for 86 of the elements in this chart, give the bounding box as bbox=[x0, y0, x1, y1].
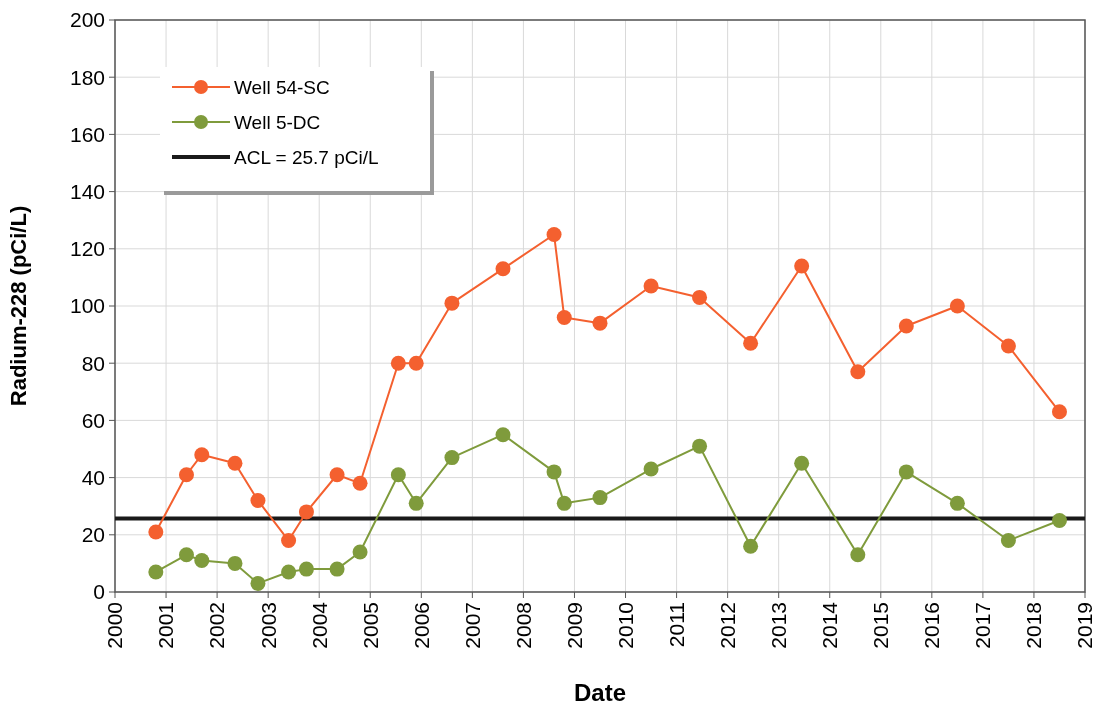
point bbox=[408, 355, 424, 371]
point bbox=[281, 564, 297, 580]
y-axis-title: Radium-228 (pCi/L) bbox=[6, 205, 31, 407]
point bbox=[794, 258, 810, 274]
point bbox=[692, 438, 708, 454]
point bbox=[1000, 533, 1016, 549]
point bbox=[495, 261, 511, 277]
x-tick-label: 2018 bbox=[1022, 602, 1046, 649]
x-tick-label: 2012 bbox=[715, 602, 739, 649]
y-tick-label: 20 bbox=[81, 523, 105, 547]
point bbox=[692, 289, 708, 305]
point bbox=[743, 335, 759, 351]
point bbox=[592, 490, 608, 506]
point bbox=[949, 495, 965, 511]
point bbox=[444, 450, 460, 466]
point bbox=[850, 364, 866, 380]
x-tick-label: 2005 bbox=[358, 602, 382, 649]
y-tick-label: 40 bbox=[81, 465, 105, 489]
point bbox=[592, 315, 608, 331]
point bbox=[250, 492, 266, 508]
x-tick-label: 2019 bbox=[1073, 602, 1097, 649]
point bbox=[949, 298, 965, 314]
point bbox=[298, 561, 314, 577]
y-tick-label: 100 bbox=[69, 294, 105, 318]
point bbox=[178, 547, 194, 563]
x-tick-label: 2016 bbox=[920, 602, 944, 649]
point bbox=[408, 495, 424, 511]
x-tick-label: 2017 bbox=[971, 602, 995, 649]
point bbox=[298, 504, 314, 520]
x-tick-label: 2001 bbox=[154, 602, 178, 649]
y-tick-label: 180 bbox=[69, 65, 105, 89]
point bbox=[390, 467, 406, 483]
y-tick-label: 120 bbox=[69, 237, 105, 261]
y-tick-label: 200 bbox=[69, 8, 105, 32]
point bbox=[898, 318, 914, 334]
x-tick-label: 2006 bbox=[409, 602, 433, 649]
point bbox=[178, 467, 194, 483]
point bbox=[898, 464, 914, 480]
point bbox=[743, 538, 759, 554]
point bbox=[194, 553, 210, 569]
point bbox=[495, 427, 511, 443]
point bbox=[390, 355, 406, 371]
y-tick-label: 80 bbox=[81, 351, 105, 375]
point bbox=[227, 455, 243, 471]
point bbox=[329, 467, 345, 483]
point bbox=[643, 278, 659, 294]
y-tick-label: 0 bbox=[93, 580, 105, 604]
point bbox=[1051, 513, 1067, 528]
legend-label: Well 5-DC bbox=[234, 111, 321, 133]
point bbox=[352, 544, 368, 560]
legend-label: Well 54-SC bbox=[234, 76, 330, 98]
point bbox=[556, 309, 572, 325]
x-tick-label: 2010 bbox=[613, 602, 637, 649]
y-tick-label: 140 bbox=[69, 179, 105, 203]
legend-label: ACL = 25.7 pCi/L bbox=[234, 146, 379, 168]
x-tick-label: 2014 bbox=[818, 601, 842, 649]
y-tick-label: 60 bbox=[81, 408, 105, 432]
point bbox=[329, 561, 345, 577]
point bbox=[850, 547, 866, 563]
point bbox=[227, 555, 243, 571]
point bbox=[1000, 338, 1016, 354]
point bbox=[643, 461, 659, 477]
x-tick-label: 2015 bbox=[869, 602, 893, 649]
x-tick-label: 2000 bbox=[103, 602, 127, 649]
x-axis-title: Date bbox=[573, 679, 627, 706]
x-tick-label: 2007 bbox=[460, 602, 484, 649]
x-tick-label: 2003 bbox=[256, 602, 280, 649]
point bbox=[444, 295, 460, 311]
point bbox=[556, 495, 572, 511]
y-tick-label: 160 bbox=[69, 122, 105, 146]
x-tick-label: 2013 bbox=[767, 602, 791, 649]
point bbox=[546, 227, 562, 242]
point bbox=[546, 464, 562, 480]
x-tick-label: 2011 bbox=[664, 602, 688, 648]
point bbox=[794, 455, 810, 471]
x-tick-label: 2009 bbox=[562, 602, 586, 649]
x-tick-label: 2004 bbox=[307, 601, 331, 649]
point bbox=[148, 524, 164, 540]
x-tick-label: 2002 bbox=[205, 602, 229, 649]
point bbox=[1051, 404, 1067, 420]
point bbox=[250, 575, 266, 591]
point bbox=[281, 533, 297, 549]
x-tick-label: 2008 bbox=[511, 602, 535, 649]
point bbox=[352, 475, 368, 491]
point bbox=[148, 564, 164, 580]
point bbox=[194, 447, 210, 463]
